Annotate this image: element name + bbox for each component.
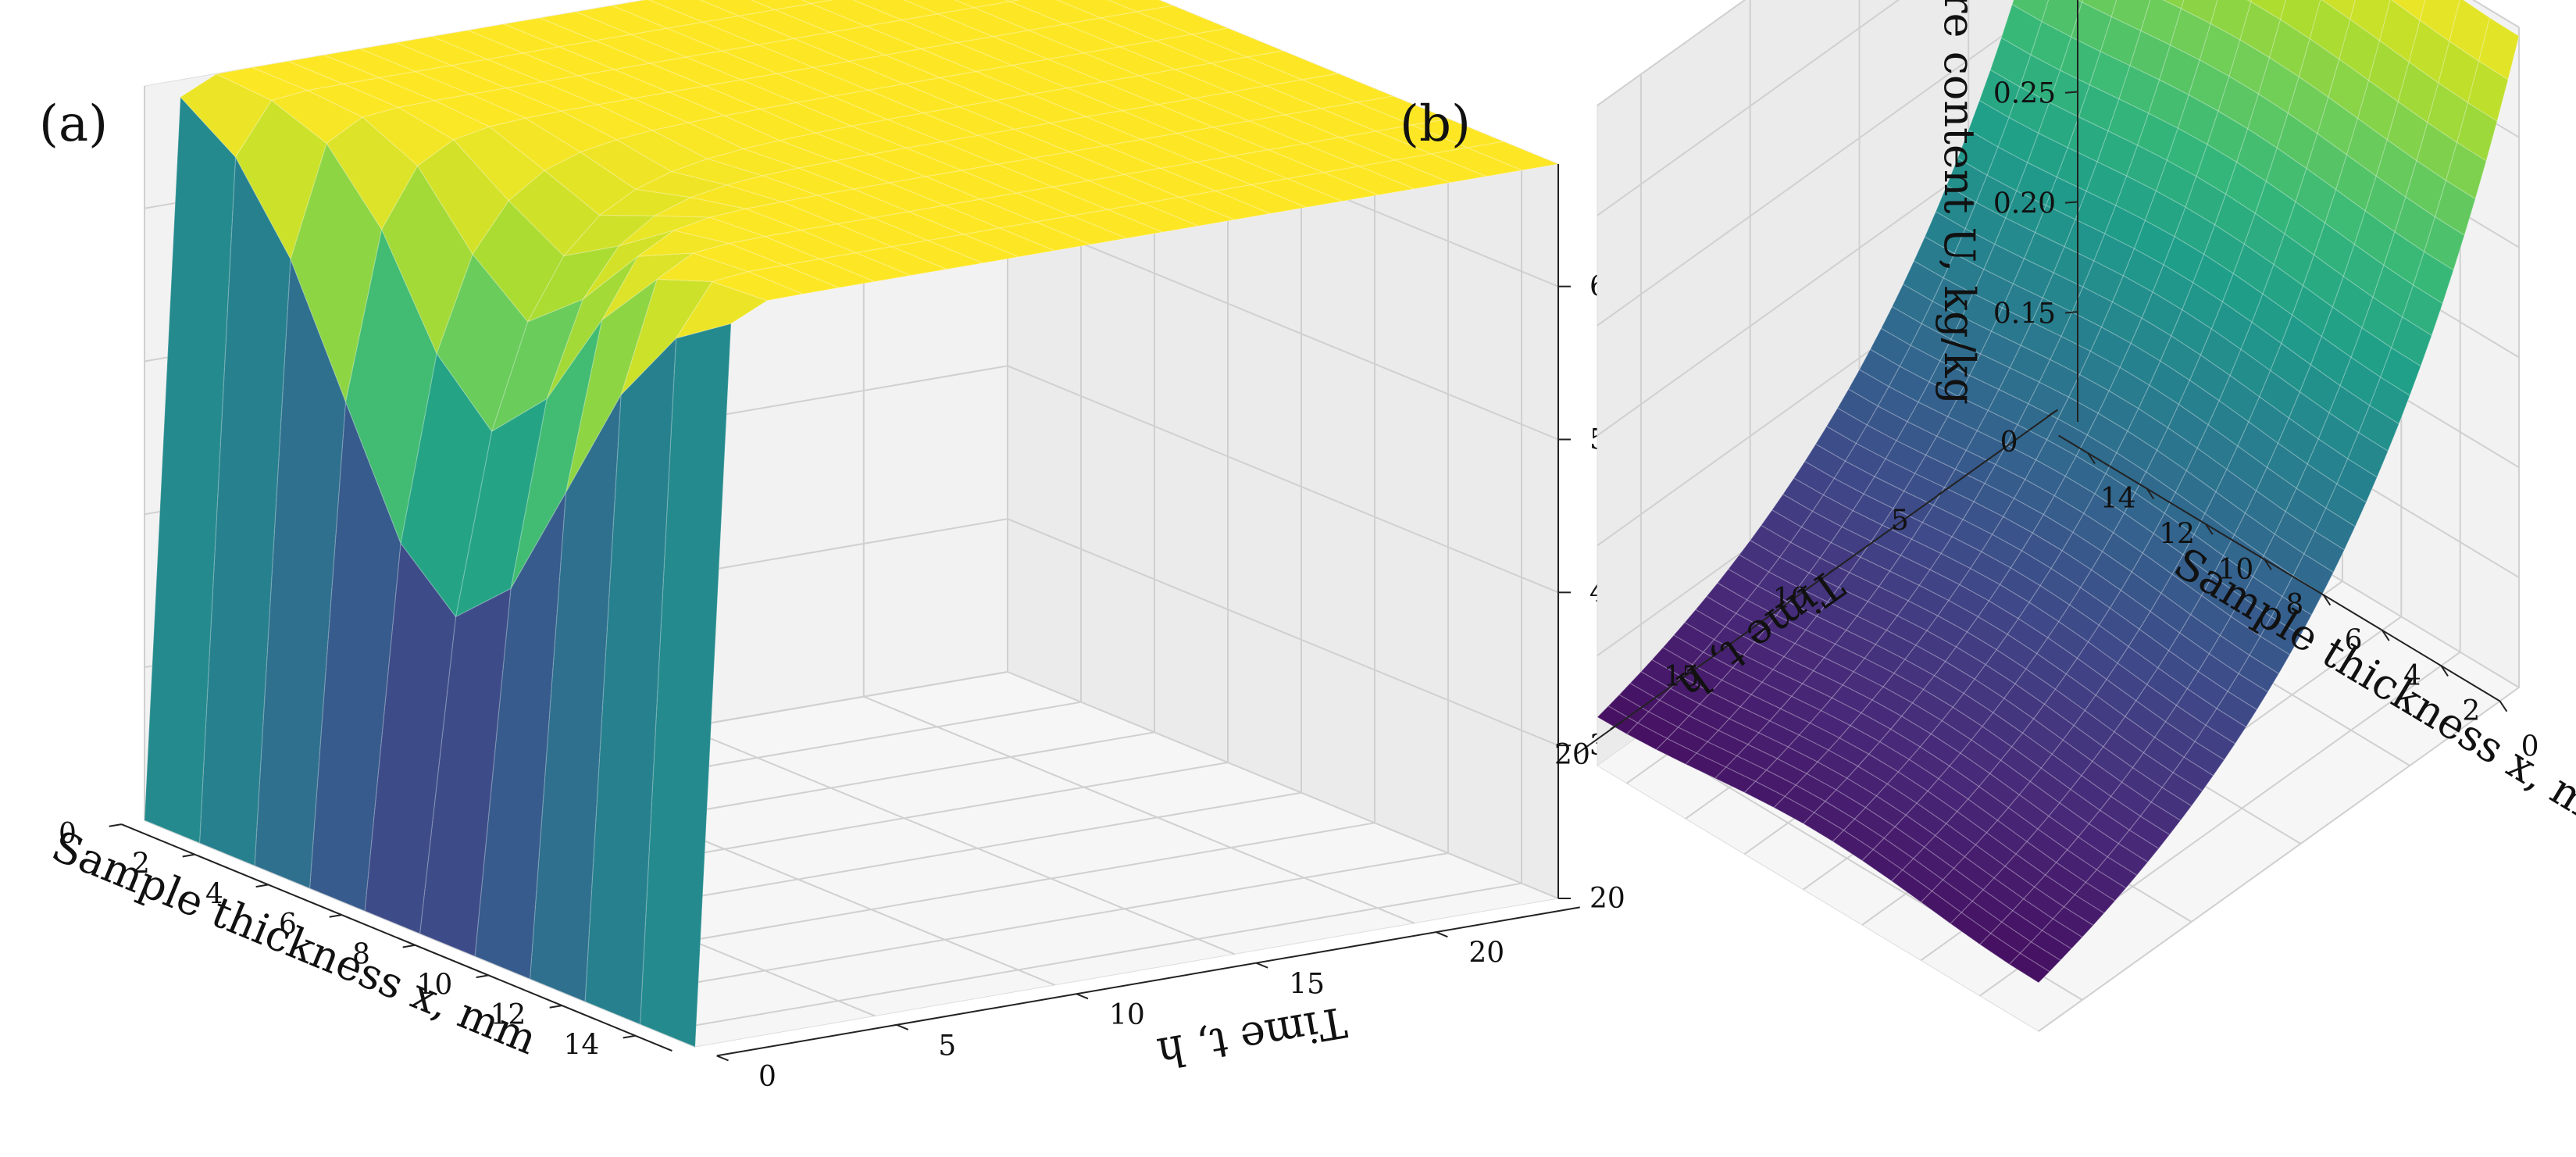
- a-surface-patch: [801, 0, 834, 5]
- a-yaxis-tick-label: 5: [938, 1030, 956, 1062]
- b-xaxis-tick-mark: [2146, 487, 2155, 500]
- a-xaxis-tick-label: 10: [417, 969, 453, 1001]
- panel-a-label: (a): [39, 95, 108, 153]
- b-yaxis-tick-label: 5: [1891, 505, 1909, 537]
- b-xaxis-tick-label: 6: [2345, 625, 2363, 657]
- b-xaxis-tick-mark: [2440, 665, 2449, 677]
- a-xaxis-tick-mark: [182, 853, 195, 858]
- b-xaxis-axis-line: [2058, 434, 2501, 702]
- b-xaxis-tick-label: 8: [2285, 589, 2303, 621]
- b-zaxis-tick-label: 0.15: [1993, 298, 2056, 330]
- b-surface-patch: [2321, 0, 2356, 20]
- a-xaxis-tick-label: 6: [279, 909, 297, 941]
- b-xaxis-tick-label: 0: [2521, 731, 2539, 763]
- a-xaxis-tick-mark: [623, 1034, 636, 1039]
- a-yaxis-tick-label: 10: [1109, 999, 1145, 1031]
- b-xaxis-tick-mark: [2322, 594, 2332, 606]
- b-xaxis-tick-label: 4: [2403, 660, 2421, 692]
- panel-a: 02468101214051015202030405060Sample thic…: [45, 0, 1686, 1093]
- b-xaxis-tick-mark: [2382, 630, 2390, 641]
- a-xaxis-tick-label: 8: [352, 939, 370, 971]
- a-xaxis-axis-line: [121, 823, 673, 1052]
- a-yaxis-tick-mark: [1076, 993, 1089, 1000]
- b-zaxis-tick-label: 0.25: [1993, 78, 2056, 110]
- b-surface-patch: [1597, 705, 1639, 735]
- b-yaxis-tick-mark: [1828, 565, 1840, 574]
- a-zaxis-tick-label: 20: [1589, 883, 1625, 915]
- a-xaxis-tick-label: 12: [491, 999, 526, 1031]
- b-yaxis-tick-mark: [1719, 643, 1731, 652]
- b-yaxis-axis-line: [1576, 409, 2058, 755]
- a-yaxis-tick-mark: [1255, 962, 1268, 969]
- a-surface-patch: [1004, 0, 1021, 2]
- b-zaxis-tick-mark: [2064, 91, 2078, 94]
- b-xaxis-tick-mark: [2087, 452, 2096, 464]
- b-xaxis-tick-mark: [2499, 700, 2508, 712]
- b-surface-patch: [2162, 0, 2185, 9]
- a-yaxis-tick-label: 15: [1289, 968, 1325, 1000]
- b-xaxis-tick-label: 12: [2159, 519, 2195, 551]
- a-ylabel: Time t, h: [1154, 997, 1350, 1078]
- b-yaxis-tick-label: 20: [1554, 739, 1590, 771]
- b-yaxis-tick-mark: [2046, 409, 2058, 418]
- a-surface-patch: [1107, 0, 1174, 12]
- b-yaxis-tick-label: 15: [1664, 661, 1700, 693]
- b-yaxis-tick-mark: [1937, 487, 1950, 496]
- b-yaxis-tick-label: 10: [1773, 583, 1809, 615]
- a-yaxis-tick-label: 0: [758, 1061, 776, 1093]
- a-xaxis-tick-label: 2: [132, 848, 150, 880]
- b-surface-patch: [2246, 0, 2252, 3]
- b-zaxis-tick-label: 0.20: [1993, 188, 2056, 220]
- b-zlabel: Moisture content U, kg/kg: [1935, 0, 1984, 405]
- a-yaxis-tick-mark: [896, 1023, 909, 1030]
- b-xaxis-tick-mark: [2205, 523, 2214, 535]
- b-xaxis-tick-label: 2: [2462, 695, 2480, 727]
- a-xaxis-tick-label: 14: [564, 1030, 600, 1062]
- panel-b: 02468101214051015200.150.200.250.300.350…: [1554, 0, 2576, 1032]
- b-xaxis-tick-label: 10: [2218, 554, 2254, 586]
- a-xaxis-tick-mark: [402, 944, 416, 948]
- a-yaxis-tick-label: 20: [1468, 937, 1504, 970]
- a-xaxis-tick-mark: [476, 974, 489, 979]
- b-yaxis-tick-label: 0: [2000, 427, 2018, 459]
- b-xaxis-tick-label: 14: [2100, 483, 2136, 515]
- b-surface-patch: [2391, 0, 2426, 21]
- a-xaxis-tick-mark: [109, 823, 122, 827]
- a-xaxis-tick-label: 0: [59, 818, 77, 850]
- panel-b-label: (b): [1400, 95, 1471, 153]
- a-xaxis-tick-label: 4: [205, 878, 223, 910]
- a-xaxis-tick-mark: [329, 914, 342, 918]
- b-surface-patch: [2076, 0, 2083, 3]
- b-yaxis-tick-mark: [1610, 721, 1622, 730]
- b-xaxis-tick-mark: [2264, 559, 2272, 570]
- a-yaxis-tick-mark: [1436, 931, 1448, 938]
- a-xaxis-tick-mark: [255, 884, 269, 888]
- a-yaxis-tick-mark: [716, 1055, 729, 1062]
- a-xaxis-tick-mark: [549, 1005, 562, 1009]
